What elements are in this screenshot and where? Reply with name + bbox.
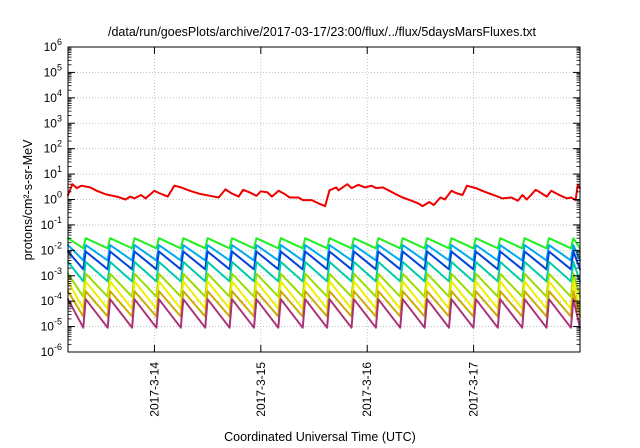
- series-2-line: [67, 244, 581, 262]
- series-0-line: [67, 183, 581, 208]
- y-tick-label: 10-6: [41, 342, 62, 359]
- series-1-line: [67, 237, 581, 250]
- chart-title: /data/run/goesPlots/archive/2017-03-17/2…: [108, 25, 537, 39]
- y-tick-label: 102: [44, 139, 62, 156]
- series-4-line: [67, 260, 581, 283]
- y-tick-label: 10-2: [41, 240, 62, 257]
- axes: [67, 46, 581, 353]
- y-tick-label: 10-3: [41, 266, 62, 283]
- grid-lines: [68, 47, 580, 352]
- y-tick-label: 10-4: [41, 291, 62, 308]
- y-tick-label: 10-5: [41, 317, 62, 334]
- y-tick-label: 103: [44, 113, 62, 130]
- series-layer: [67, 183, 581, 329]
- y-tick-label: 104: [44, 88, 62, 105]
- y-tick-label: 106: [44, 37, 62, 54]
- y-tick-label: 101: [44, 164, 62, 181]
- series-8-line: [67, 298, 581, 329]
- y-tick-label: 100: [44, 190, 62, 207]
- plot-frame: [67, 46, 581, 353]
- x-tick-label: 2017-3-16: [360, 362, 374, 417]
- y-tick-labels: 10-6 10-5 10-4 10-3 10-2 10-1 100 101 102 103 104 1…: [41, 37, 62, 359]
- y-axis-label: protons/cm²-s-sr-MeV: [21, 139, 35, 261]
- x-tick-label: 2017-3-17: [467, 362, 481, 417]
- y-tick-label: 105: [44, 62, 62, 79]
- y-tick-label: 10-1: [41, 215, 62, 232]
- x-tick-label: 2017-3-14: [147, 362, 161, 417]
- series-3-line: [67, 250, 581, 271]
- x-tick-labels: 2017-3-14 2017-3-15 2017-3-16 2017-3-17: [147, 362, 480, 417]
- x-tick-label: 2017-3-15: [254, 362, 268, 417]
- x-axis-label: Coordinated Universal Time (UTC): [224, 430, 416, 444]
